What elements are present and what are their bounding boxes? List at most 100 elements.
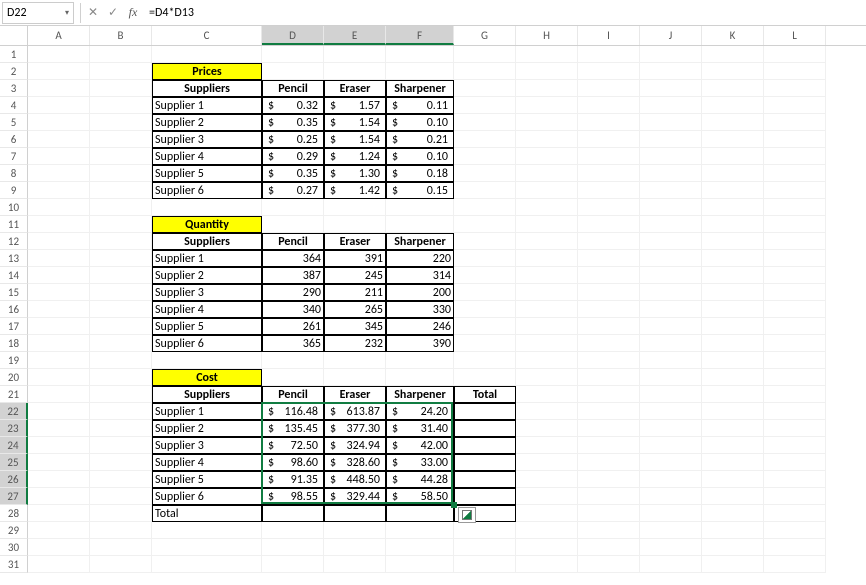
cell[interactable] — [764, 301, 826, 318]
cell[interactable]: Sharpener — [386, 233, 454, 250]
cell[interactable] — [324, 352, 386, 369]
cell[interactable] — [640, 182, 702, 199]
cell[interactable] — [386, 505, 454, 522]
cell[interactable]: $31.40 — [386, 420, 454, 437]
cell[interactable] — [578, 131, 640, 148]
column-header[interactable]: H — [516, 26, 578, 45]
cell[interactable] — [90, 46, 152, 63]
cell[interactable] — [640, 284, 702, 301]
column-header[interactable]: G — [454, 26, 516, 45]
cell[interactable] — [640, 505, 702, 522]
cell[interactable] — [262, 352, 324, 369]
cell[interactable] — [640, 165, 702, 182]
cell[interactable] — [386, 352, 454, 369]
cell[interactable] — [764, 216, 826, 233]
cell[interactable] — [28, 420, 90, 437]
cell[interactable] — [90, 182, 152, 199]
row-header[interactable]: 14 — [0, 267, 28, 284]
cell[interactable] — [516, 539, 578, 556]
cell[interactable] — [28, 114, 90, 131]
cell[interactable] — [516, 454, 578, 471]
cell[interactable] — [764, 437, 826, 454]
cell[interactable] — [640, 369, 702, 386]
cell[interactable] — [702, 114, 764, 131]
cell[interactable] — [516, 556, 578, 573]
column-header[interactable]: E — [324, 26, 386, 45]
cell[interactable] — [764, 165, 826, 182]
cell[interactable] — [702, 437, 764, 454]
cell[interactable] — [262, 46, 324, 63]
cell[interactable] — [262, 505, 324, 522]
cell[interactable]: Eraser — [324, 80, 386, 97]
name-box[interactable]: D22 ▾ — [2, 2, 74, 24]
cell[interactable] — [262, 369, 324, 386]
cell[interactable] — [702, 420, 764, 437]
cell[interactable] — [90, 301, 152, 318]
cell[interactable] — [640, 46, 702, 63]
cell[interactable] — [516, 80, 578, 97]
cell[interactable]: $0.35 — [262, 165, 324, 182]
cell[interactable] — [640, 250, 702, 267]
cell[interactable] — [90, 369, 152, 386]
cell[interactable] — [28, 522, 90, 539]
cell[interactable] — [386, 369, 454, 386]
column-header[interactable]: I — [578, 26, 640, 45]
cell[interactable] — [90, 522, 152, 539]
cell[interactable] — [764, 233, 826, 250]
cell[interactable] — [640, 199, 702, 216]
cell[interactable] — [516, 420, 578, 437]
cell[interactable] — [640, 352, 702, 369]
cell[interactable]: 390 — [386, 335, 454, 352]
cell[interactable]: Sharpener — [386, 80, 454, 97]
row-header[interactable]: 3 — [0, 80, 28, 97]
cell[interactable] — [454, 352, 516, 369]
cell[interactable] — [578, 199, 640, 216]
cell[interactable]: Supplier 1 — [152, 403, 262, 420]
cell[interactable]: $24.20 — [386, 403, 454, 420]
row-header[interactable]: 15 — [0, 284, 28, 301]
cell[interactable] — [764, 97, 826, 114]
cell[interactable]: Sharpener — [386, 386, 454, 403]
cell[interactable] — [516, 522, 578, 539]
cell[interactable] — [764, 352, 826, 369]
cell[interactable] — [764, 250, 826, 267]
cell[interactable] — [454, 488, 516, 505]
cell[interactable] — [516, 318, 578, 335]
cell[interactable] — [516, 148, 578, 165]
row-header[interactable]: 9 — [0, 182, 28, 199]
cell[interactable] — [764, 471, 826, 488]
column-header[interactable]: D — [262, 26, 324, 45]
cell[interactable]: 345 — [324, 318, 386, 335]
cell[interactable] — [702, 63, 764, 80]
cell[interactable] — [90, 267, 152, 284]
cell[interactable]: Supplier 4 — [152, 148, 262, 165]
cell[interactable] — [764, 488, 826, 505]
row-header[interactable]: 31 — [0, 556, 28, 573]
row-header[interactable]: 1 — [0, 46, 28, 63]
cell[interactable] — [90, 63, 152, 80]
cell[interactable] — [702, 148, 764, 165]
cell[interactable] — [640, 267, 702, 284]
cell[interactable] — [28, 386, 90, 403]
cell[interactable] — [764, 420, 826, 437]
cell[interactable] — [702, 284, 764, 301]
cell[interactable] — [90, 335, 152, 352]
row-header[interactable]: 23 — [0, 420, 28, 437]
cell[interactable]: 314 — [386, 267, 454, 284]
cell[interactable] — [386, 539, 454, 556]
cell[interactable] — [578, 148, 640, 165]
cell[interactable]: Prices — [152, 63, 262, 80]
cell[interactable] — [90, 97, 152, 114]
cell[interactable] — [640, 301, 702, 318]
cell[interactable] — [640, 148, 702, 165]
cell[interactable]: Quantity — [152, 216, 262, 233]
cell[interactable] — [516, 46, 578, 63]
cell[interactable] — [454, 556, 516, 573]
cell[interactable] — [702, 80, 764, 97]
cell[interactable]: $324.94 — [324, 437, 386, 454]
cell[interactable]: Supplier 3 — [152, 437, 262, 454]
column-header[interactable]: L — [764, 26, 826, 45]
cell[interactable]: $0.11 — [386, 97, 454, 114]
cell[interactable] — [640, 80, 702, 97]
cell[interactable] — [764, 505, 826, 522]
